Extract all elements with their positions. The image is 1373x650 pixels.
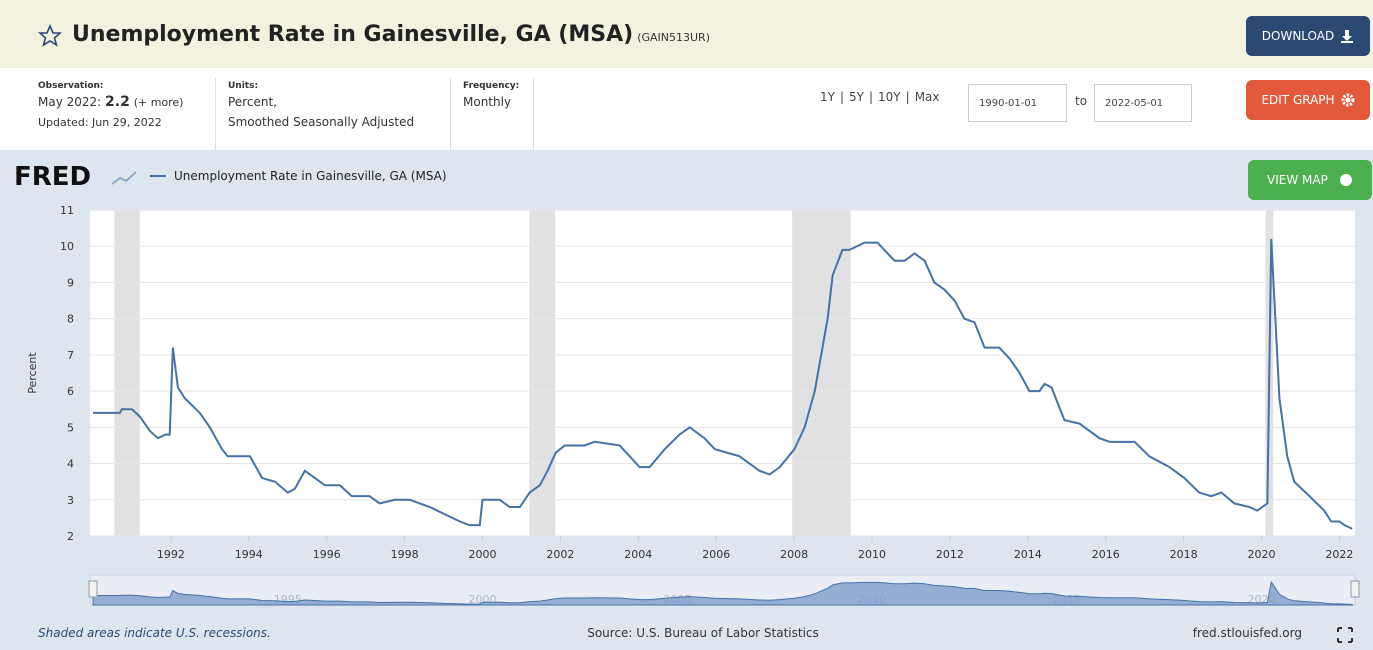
- view-map-button[interactable]: [1248, 160, 1372, 200]
- frequency: Frequency: Monthly: [463, 80, 519, 112]
- units-label: Units:: [228, 81, 259, 91]
- download-button[interactable]: DOWNLOAD: [1246, 16, 1370, 56]
- range-option[interactable]: 5Y: [849, 90, 864, 104]
- x-tick-label: 1992: [157, 548, 185, 561]
- y-tick-label: 4: [67, 458, 74, 471]
- frequency-label: Frequency:: [463, 81, 520, 91]
- separator: |: [868, 90, 874, 104]
- chart: FRED Unemployment Rate in Gainesville, G…: [0, 150, 1373, 650]
- fullscreen-icon[interactable]: [1337, 627, 1353, 643]
- recession-note: Shaded areas indicate U.S. recessions.: [38, 626, 271, 640]
- view-map-label[interactable]: VIEW MAP: [1267, 173, 1328, 187]
- x-tick-label: 2002: [546, 548, 574, 561]
- units-value: Percent,: [228, 95, 277, 109]
- units: Units: Percent, Smoothed Seasonally Adju…: [228, 80, 414, 132]
- range-option[interactable]: 1Y: [820, 90, 835, 104]
- units-value-2: Smoothed Seasonally Adjusted: [228, 115, 415, 129]
- info-bar: Observation: May 2022: 2.2 (+ more) Upda…: [0, 68, 1373, 150]
- end-date[interactable]: 2022-05-01: [1094, 84, 1192, 122]
- more-link[interactable]: (+ more): [133, 96, 184, 109]
- to-label: to: [1075, 94, 1088, 108]
- x-tick-label: 2000: [469, 548, 497, 561]
- y-axis-label: Percent: [26, 352, 39, 394]
- x-tick-label: 1996: [313, 548, 341, 561]
- plot-area: [90, 210, 1355, 536]
- download-icon: [1341, 30, 1354, 43]
- site[interactable]: fred.stlouisfed.org: [1193, 626, 1302, 640]
- updated: Updated: Jun 29, 2022: [38, 116, 162, 129]
- observation-line: May 2022: 2.2 (+ more): [38, 92, 183, 113]
- x-tick-label: 2016: [1092, 548, 1120, 561]
- header: Unemployment Rate in Gainesville, GA (MS…: [0, 0, 1373, 68]
- x-tick-label: 2004: [624, 548, 652, 561]
- observation-date: May 2022:: [38, 95, 102, 109]
- navigator-handle: [1350, 580, 1360, 598]
- divider: [450, 78, 451, 150]
- x-tick-label: 2018: [1170, 548, 1198, 561]
- x-tick-label: 2006: [702, 548, 730, 561]
- range-option[interactable]: Max: [914, 90, 940, 104]
- globe-icon: [1340, 174, 1352, 186]
- range-option[interactable]: 10Y: [878, 90, 901, 104]
- recession-band: [114, 210, 140, 536]
- y-tick-label: 10: [60, 240, 74, 253]
- x-tick-label: 2012: [936, 548, 964, 561]
- x-tick-label: 2014: [1014, 548, 1042, 561]
- divider: [215, 78, 216, 150]
- download-label: DOWNLOAD: [1261, 29, 1335, 43]
- divider: [533, 78, 534, 150]
- x-tick-label: 2020: [1248, 548, 1276, 561]
- start-date[interactable]: 1990-01-01: [968, 84, 1067, 122]
- range-options: 1Y | 5Y | 10Y | Max: [820, 90, 940, 104]
- frequency-value: Monthly: [463, 95, 512, 109]
- y-tick-label: 3: [67, 494, 74, 507]
- observation-label: Observation:: [38, 81, 104, 91]
- navigator-area: [92, 580, 1353, 606]
- logo: FRED: [14, 162, 91, 192]
- legend-entry: Unemployment Rate in Gainesville, GA (MS…: [174, 169, 447, 183]
- source: Source: U.S. Bureau of Labor Statistics: [587, 626, 819, 640]
- observation: Observation: May 2022: 2.2 (+ more) Upda…: [38, 80, 183, 133]
- x-tick-label: 2010: [858, 548, 886, 561]
- y-tick-label: 8: [67, 313, 74, 326]
- separator: |: [839, 90, 845, 104]
- star-icon[interactable]: [38, 24, 62, 48]
- x-tick-label: 1994: [235, 548, 263, 561]
- separator: |: [905, 90, 910, 104]
- series-id: (GAIN513UR): [637, 31, 710, 44]
- y-tick-label: 5: [67, 421, 74, 434]
- y-tick-label: 2: [67, 530, 74, 543]
- gear-icon: [1341, 93, 1355, 107]
- recession-band: [792, 210, 851, 536]
- logo-icon: [111, 171, 137, 185]
- edit-label: EDIT GRAPH: [1261, 93, 1335, 107]
- y-tick-label: 6: [67, 385, 74, 398]
- observation-value: 2.2: [105, 94, 130, 110]
- y-tick-label: 9: [67, 276, 74, 289]
- x-tick-label: 1998: [391, 548, 419, 561]
- y-tick-label: 11: [60, 204, 74, 217]
- title-wrap: Unemployment Rate in Gainesville, GA (MS…: [72, 22, 710, 47]
- y-tick-label: 7: [67, 349, 74, 362]
- series-line: [93, 238, 1353, 530]
- x-tick-label: 2022: [1325, 548, 1353, 561]
- x-tick-label: 2008: [780, 548, 808, 561]
- edit-graph-button[interactable]: EDIT GRAPH: [1246, 80, 1370, 120]
- title: Unemployment Rate in Gainesville, GA (MS…: [72, 22, 634, 47]
- navigator-handle: [88, 580, 98, 598]
- recession-band: [529, 210, 556, 536]
